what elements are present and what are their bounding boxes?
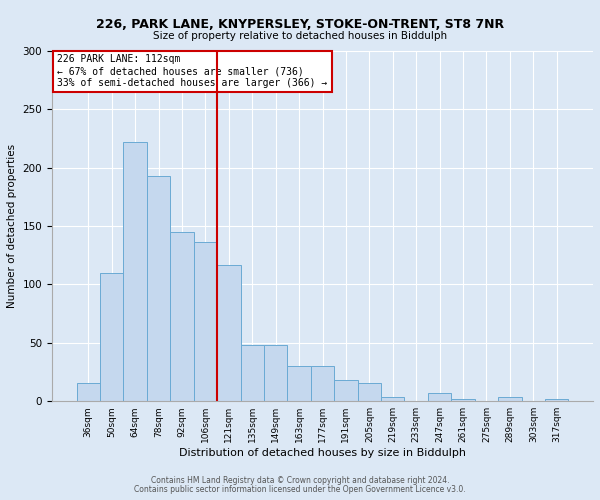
Text: Size of property relative to detached houses in Biddulph: Size of property relative to detached ho… xyxy=(153,31,447,41)
Bar xyxy=(381,396,404,402)
Bar xyxy=(194,242,217,402)
Bar xyxy=(451,399,475,402)
Bar xyxy=(545,399,568,402)
Bar xyxy=(358,382,381,402)
Bar xyxy=(170,232,194,402)
Bar xyxy=(428,393,451,402)
Text: Contains HM Land Registry data © Crown copyright and database right 2024.: Contains HM Land Registry data © Crown c… xyxy=(151,476,449,485)
Text: 226, PARK LANE, KNYPERSLEY, STOKE-ON-TRENT, ST8 7NR: 226, PARK LANE, KNYPERSLEY, STOKE-ON-TRE… xyxy=(96,18,504,30)
Bar xyxy=(217,264,241,402)
Bar xyxy=(100,273,124,402)
Bar xyxy=(287,366,311,402)
Text: 226 PARK LANE: 112sqm
← 67% of detached houses are smaller (736)
33% of semi-det: 226 PARK LANE: 112sqm ← 67% of detached … xyxy=(58,54,328,88)
Text: Contains public sector information licensed under the Open Government Licence v3: Contains public sector information licen… xyxy=(134,485,466,494)
Bar xyxy=(311,366,334,402)
Bar xyxy=(264,345,287,402)
Bar xyxy=(124,142,147,402)
Bar xyxy=(334,380,358,402)
Y-axis label: Number of detached properties: Number of detached properties xyxy=(7,144,17,308)
Bar xyxy=(77,382,100,402)
Bar xyxy=(241,345,264,402)
Bar xyxy=(147,176,170,402)
X-axis label: Distribution of detached houses by size in Biddulph: Distribution of detached houses by size … xyxy=(179,448,466,458)
Bar xyxy=(498,396,521,402)
